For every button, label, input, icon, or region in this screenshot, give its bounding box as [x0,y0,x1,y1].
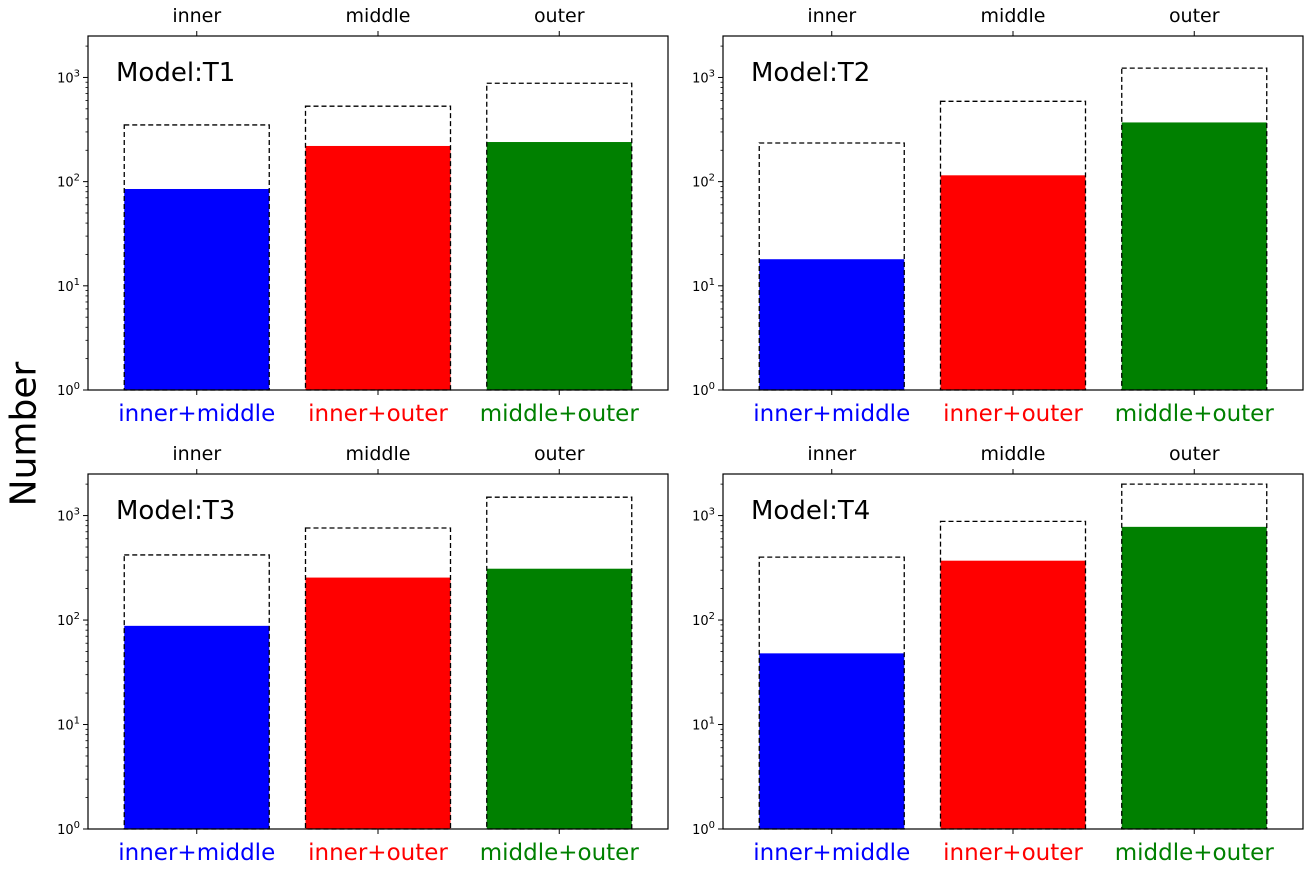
x-bottom-tick-label: middle+outer [1115,401,1275,427]
x-top-tick-label: inner [172,443,221,465]
y-tick-label: 103 [57,68,80,86]
chart-panel: 100 101 102 103 inner+middle inner+outer middl… [57,443,669,866]
bar-filled [1121,122,1267,390]
panel-title: Model:T3 [116,496,235,526]
bar-filled [305,577,451,829]
x-top-tick-label: inner [807,443,856,465]
x-bottom-tick-label: inner+outer [308,840,448,866]
y-tick-label: 103 [692,68,715,86]
x-top-tick-label: inner [807,5,856,27]
y-tick-label: 100 [692,820,715,838]
x-top-tick-label: outer [534,5,585,27]
bar-outline [304,105,452,391]
bar-filled [305,145,451,390]
x-bottom-tick-label: middle+outer [1115,840,1275,866]
y-tick-label: 103 [57,507,80,525]
panel-title: Model:T4 [751,496,870,526]
x-top-tick-label: outer [1169,5,1220,27]
bar-outline [304,527,452,830]
y-tick-label: 102 [692,611,715,629]
x-bottom-tick-label: inner+middle [118,840,275,866]
x-top-tick-label: outer [1169,443,1220,465]
bar-filled [1121,526,1267,829]
x-bottom-tick-label: inner+middle [753,840,910,866]
y-tick-label: 101 [692,716,715,734]
chart-panel: 100 101 102 103 inner+middle inner+outer middl… [692,5,1304,427]
bar-filled [124,625,270,829]
panel-title: Model:T2 [751,58,870,88]
x-bottom-tick-label: inner+middle [753,401,910,427]
x-bottom-tick-label: inner+outer [943,840,1083,866]
bar-filled [759,259,905,390]
y-tick-label: 100 [57,820,80,838]
bar-filled [486,142,632,390]
y-tick-label: 102 [57,173,80,191]
x-top-tick-label: middle [346,443,411,465]
y-tick-label: 102 [57,611,80,629]
x-top-tick-label: middle [981,5,1046,27]
x-bottom-tick-label: middle+outer [480,840,640,866]
x-bottom-tick-label: middle+outer [480,401,640,427]
bar-filled [759,653,905,829]
y-tick-label: 101 [692,277,715,295]
panel-title: Model:T1 [116,58,235,88]
x-top-tick-label: inner [172,5,221,27]
bar-filled [486,568,632,829]
bar-filled [940,560,1086,829]
x-top-tick-label: middle [981,443,1046,465]
x-bottom-tick-label: inner+outer [943,401,1083,427]
y-tick-label: 101 [57,277,80,295]
y-tick-label: 100 [57,381,80,399]
bar-outline [486,496,633,830]
x-top-tick-label: outer [534,443,585,465]
y-tick-label: 102 [692,173,715,191]
x-top-tick-label: middle [346,5,411,27]
y-tick-label: 100 [692,381,715,399]
x-bottom-tick-label: inner+outer [308,401,448,427]
y-tick-label: 101 [57,716,80,734]
y-tick-label: 103 [692,507,715,525]
chart-panel: 100 101 102 103 inner+middle inner+outer middl… [57,5,669,427]
x-bottom-tick-label: inner+middle [118,401,275,427]
bar-filled [940,175,1086,390]
bar-outline [939,520,1087,830]
bar-filled [124,188,270,390]
chart-panel: 100 101 102 103 inner+middle inner+outer middl… [692,443,1304,866]
